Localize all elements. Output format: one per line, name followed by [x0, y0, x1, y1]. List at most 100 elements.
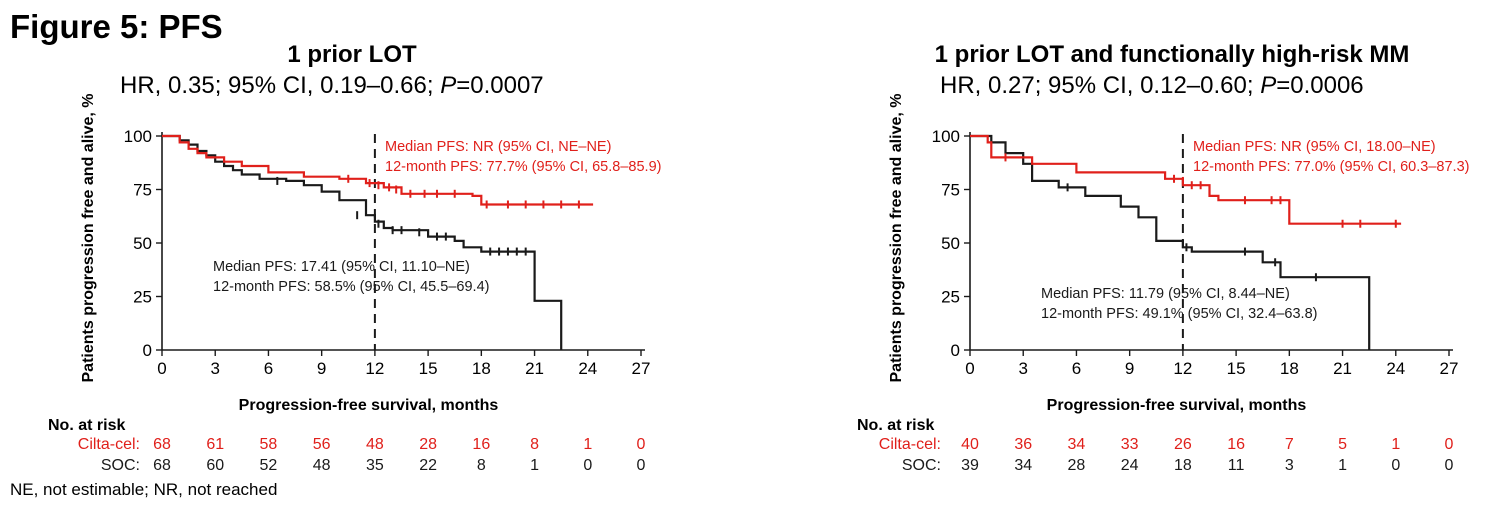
subtitle-p-symbol: P — [1260, 72, 1276, 99]
risk-value: 26 — [1174, 436, 1192, 453]
risk-value: 36 — [1014, 436, 1032, 453]
risk-row-label: Cilta-cel: — [879, 436, 941, 453]
risk-value: 0 — [583, 457, 592, 474]
km-curve-cilta — [162, 134, 594, 206]
x-tick-label: 6 — [1072, 359, 1081, 378]
subtitle-p-value: =0.0006 — [1276, 72, 1363, 99]
annotation-cilta-median: Median PFS: NR (95% CI, NE–NE) — [385, 139, 611, 155]
x-tick-label: 12 — [365, 359, 384, 378]
x-axis-label: Progression-free survival, months — [1047, 397, 1307, 414]
risk-value: 0 — [637, 457, 646, 474]
risk-value: 0 — [1445, 436, 1454, 453]
y-tick-label: 25 — [941, 288, 960, 307]
risk-value: 48 — [366, 436, 384, 453]
risk-row-label: SOC: — [902, 457, 941, 474]
x-tick-label: 9 — [317, 359, 326, 378]
risk-value: 61 — [206, 436, 224, 453]
x-tick-label: 0 — [965, 359, 974, 378]
risk-value: 11 — [1228, 457, 1245, 474]
risk-value: 24 — [1121, 457, 1139, 474]
risk-value: 8 — [477, 457, 486, 474]
risk-value: 1 — [1391, 436, 1400, 453]
figure-title: Figure 5: PFS — [10, 8, 223, 45]
risk-value: 1 — [583, 436, 592, 453]
subtitle-hr-ci: HR, 0.35; 95% CI, 0.19–0.66; — [120, 72, 440, 99]
risk-value: 5 — [1338, 436, 1347, 453]
x-tick-label: 6 — [264, 359, 273, 378]
y-axis-label: Patients progression free and alive, % — [80, 94, 97, 383]
risk-value: 58 — [260, 436, 278, 453]
chart-title: 1 prior LOT and functionally high-risk M… — [935, 41, 1410, 68]
risk-value: 22 — [419, 457, 437, 474]
annotation-soc-12-month: 12-month PFS: 58.5% (95% CI, 45.5–69.4) — [213, 279, 489, 295]
km-curve-soc — [970, 134, 1371, 350]
annotation-soc-12-month: 12-month PFS: 49.1% (95% CI, 32.4–63.8) — [1041, 306, 1317, 322]
risk-value: 0 — [1391, 457, 1400, 474]
risk-value: 0 — [637, 436, 646, 453]
risk-value: 7 — [1285, 436, 1294, 453]
risk-value: 0 — [1445, 457, 1454, 474]
y-tick-label: 100 — [124, 127, 152, 146]
annotation-cilta-12-month: 12-month PFS: 77.7% (95% CI, 65.8–85.9) — [385, 159, 661, 175]
risk-value: 68 — [153, 436, 171, 453]
x-axis-label: Progression-free survival, months — [239, 397, 499, 414]
x-tick-label: 24 — [578, 359, 597, 378]
risk-value: 1 — [530, 457, 539, 474]
x-tick-label: 27 — [632, 359, 651, 378]
y-tick-label: 50 — [941, 234, 960, 253]
x-tick-label: 27 — [1440, 359, 1459, 378]
y-tick-label: 25 — [133, 288, 152, 307]
chart-subtitle: HR, 0.27; 95% CI, 0.12–0.60; P=0.0006 — [940, 72, 1364, 99]
x-tick-label: 21 — [525, 359, 544, 378]
risk-table-title: No. at risk — [857, 417, 934, 434]
chart-title: 1 prior LOT — [287, 41, 417, 68]
risk-value: 52 — [260, 457, 278, 474]
x-tick-label: 18 — [472, 359, 491, 378]
chart-panel-1: 1 prior LOT HR, 0.35; 95% CI, 0.19–0.66; … — [48, 41, 661, 474]
subtitle-p-symbol: P — [440, 72, 456, 99]
risk-value: 28 — [419, 436, 437, 453]
x-tick-label: 21 — [1333, 359, 1352, 378]
risk-value: 48 — [313, 457, 331, 474]
annotation-soc-median: Median PFS: 11.79 (95% CI, 8.44–NE) — [1041, 286, 1290, 302]
risk-value: 8 — [530, 436, 539, 453]
subtitle-p-value: =0.0007 — [456, 72, 543, 99]
y-tick-label: 0 — [143, 341, 152, 360]
footnote: NE, not estimable; NR, not reached — [10, 480, 277, 499]
x-tick-label: 0 — [157, 359, 166, 378]
x-tick-label: 15 — [1227, 359, 1246, 378]
y-axis-label: Patients progression free and alive, % — [888, 94, 905, 383]
risk-value: 1 — [1338, 457, 1347, 474]
chart-panel-2: 1 prior LOT and functionally high-risk M… — [857, 41, 1469, 474]
risk-value: 34 — [1068, 436, 1086, 453]
risk-value: 3 — [1285, 457, 1294, 474]
subtitle-hr-ci: HR, 0.27; 95% CI, 0.12–0.60; — [940, 72, 1260, 99]
y-tick-label: 100 — [932, 127, 960, 146]
x-tick-label: 15 — [419, 359, 438, 378]
x-tick-label: 9 — [1125, 359, 1134, 378]
x-tick-label: 3 — [210, 359, 219, 378]
risk-value: 16 — [1227, 436, 1245, 453]
x-tick-label: 3 — [1018, 359, 1027, 378]
risk-row-label: SOC: — [101, 457, 140, 474]
risk-table-title: No. at risk — [48, 417, 125, 434]
risk-value: 60 — [206, 457, 224, 474]
annotation-cilta-median: Median PFS: NR (95% CI, 18.00–NE) — [1193, 139, 1436, 155]
risk-row-label: Cilta-cel: — [78, 436, 140, 453]
chart-subtitle: HR, 0.35; 95% CI, 0.19–0.66; P=0.0007 — [120, 72, 544, 99]
y-tick-label: 75 — [941, 181, 960, 200]
risk-value: 40 — [961, 436, 979, 453]
x-tick-label: 12 — [1173, 359, 1192, 378]
x-tick-label: 24 — [1386, 359, 1405, 378]
x-tick-label: 18 — [1280, 359, 1299, 378]
annotation-cilta-12-month: 12-month PFS: 77.0% (95% CI, 60.3–87.3) — [1193, 159, 1469, 175]
y-tick-label: 50 — [133, 234, 152, 253]
risk-value: 18 — [1174, 457, 1192, 474]
risk-value: 56 — [313, 436, 331, 453]
annotation-soc-median: Median PFS: 17.41 (95% CI, 11.10–NE) — [213, 259, 470, 275]
risk-value: 33 — [1121, 436, 1139, 453]
y-tick-label: 75 — [133, 181, 152, 200]
risk-value: 35 — [366, 457, 384, 474]
risk-value: 68 — [153, 457, 171, 474]
risk-value: 16 — [472, 436, 490, 453]
